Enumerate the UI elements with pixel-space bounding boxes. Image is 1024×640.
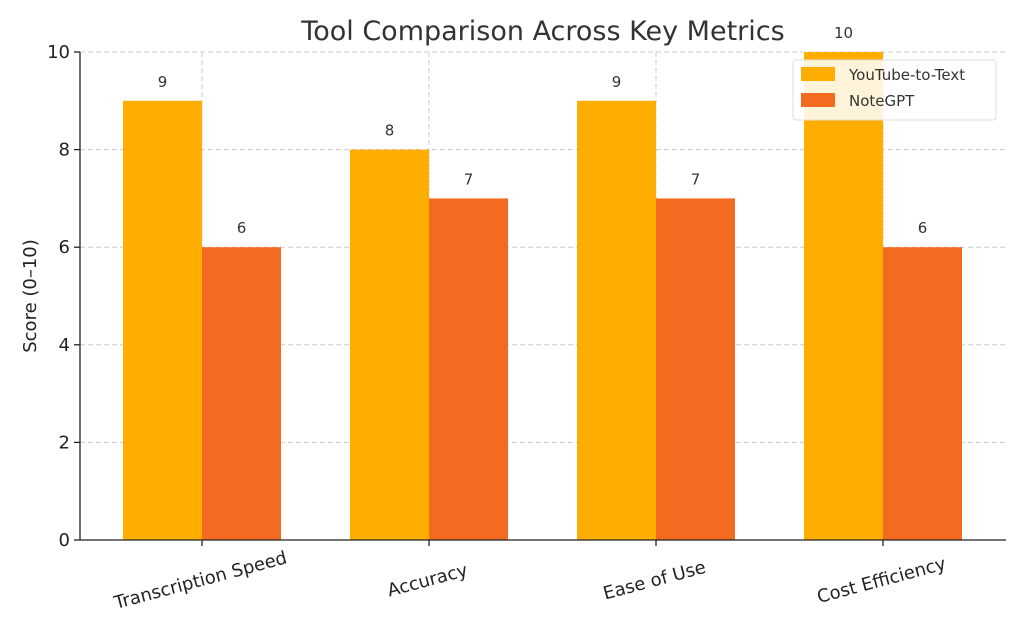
x-ticks: Transcription Speed Accuracy Ease of Use Co… bbox=[111, 540, 949, 614]
y-tick-label: 0 bbox=[59, 530, 70, 551]
legend-swatch bbox=[801, 93, 835, 107]
x-tick-label: Cost Efficiency bbox=[815, 553, 949, 608]
bar-notegpt bbox=[656, 198, 735, 540]
x-tick-label: Transcription Speed bbox=[111, 548, 289, 615]
data-label: 8 bbox=[385, 122, 395, 140]
legend-box: YouTube-to-Text NoteGPT bbox=[792, 59, 997, 121]
bar-youtube-to-text bbox=[350, 149, 429, 540]
data-label: 6 bbox=[237, 219, 247, 237]
legend-label: YouTube-to-Text bbox=[848, 66, 965, 84]
bar-youtube-to-text bbox=[804, 52, 883, 540]
axes bbox=[79, 52, 1006, 541]
data-label: 9 bbox=[612, 73, 622, 91]
legend-swatch bbox=[801, 67, 835, 81]
y-tick-label: 4 bbox=[59, 335, 70, 356]
x-tick-label: Accuracy bbox=[385, 560, 470, 602]
legend-frame bbox=[792, 59, 997, 121]
data-label: 6 bbox=[918, 219, 928, 237]
y-axis-label: Score (0–10) bbox=[20, 239, 41, 353]
data-label: 9 bbox=[158, 73, 168, 91]
bar-notegpt bbox=[429, 198, 508, 540]
y-tick-label: 10 bbox=[47, 42, 70, 63]
y-tick-label: 8 bbox=[59, 140, 70, 161]
y-ticks: 0 2 4 6 8 10 bbox=[47, 42, 80, 551]
bar-youtube-to-text bbox=[123, 100, 202, 541]
data-label: 7 bbox=[464, 170, 474, 188]
y-tick-label: 6 bbox=[59, 237, 70, 258]
chart-title: Tool Comparison Across Key Metrics bbox=[300, 16, 784, 47]
x-tick-label: Ease of Use bbox=[601, 557, 708, 605]
y-tick-label: 2 bbox=[59, 432, 70, 453]
data-label: 7 bbox=[691, 170, 701, 188]
bar-notegpt bbox=[883, 247, 962, 540]
legend: YouTube-to-Text NoteGPT bbox=[792, 59, 997, 121]
bar-notegpt bbox=[202, 247, 281, 540]
bar-youtube-to-text bbox=[577, 100, 656, 541]
legend-label: NoteGPT bbox=[849, 92, 915, 110]
data-label: 10 bbox=[834, 24, 853, 42]
bars: 9 6 8 7 9 7 10 6 bbox=[123, 24, 962, 541]
